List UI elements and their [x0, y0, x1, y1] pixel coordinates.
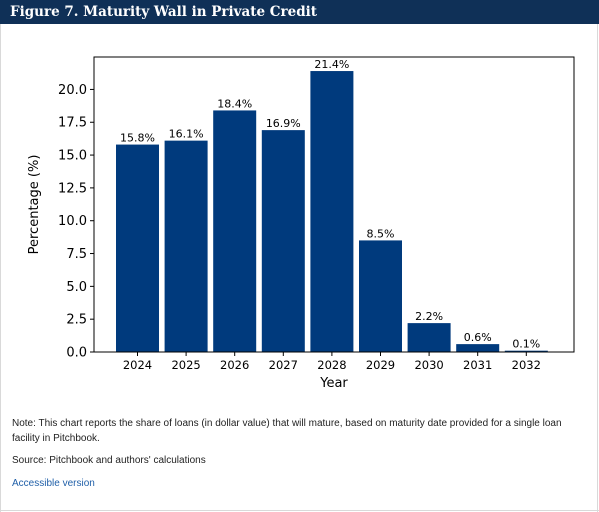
bar-2031 [456, 344, 500, 352]
x-tick-label-2029: 2029 [366, 358, 395, 372]
chart-note: Note: This chart reports the share of lo… [12, 418, 562, 444]
y-tick-label-20.0: 20.0 [58, 83, 87, 98]
data-label-2027: 16.9% [266, 117, 301, 130]
data-label-2028: 21.4% [314, 58, 349, 71]
x-axis: 2024 2025 2026 2027 2028 2029 2030 2031 2032 [123, 352, 541, 372]
data-label-2030: 2.2% [415, 310, 443, 323]
figure-title: Figure 7. Maturity Wall in Private Credi… [0, 0, 599, 24]
frame-right-border [597, 24, 598, 512]
accessible-version-link[interactable]: Accessible version [12, 478, 95, 489]
plot-frame [93, 56, 575, 353]
y-tick-label-7.5: 7.5 [66, 247, 87, 262]
bar-chart: 15.8% 16.1% 18.4% 16.9% 21.4% 8.5% 2.2% 0.6% 0.1… [27, 56, 575, 391]
bar-2027 [261, 130, 305, 352]
x-tick-label-2032: 2032 [512, 358, 541, 372]
y-axis-title: Percentage (%) [27, 155, 42, 255]
bar-2032 [504, 350, 548, 352]
data-label-2031: 0.6% [464, 331, 492, 344]
data-label-2024: 15.8% [120, 132, 155, 145]
x-tick-label-2025: 2025 [171, 358, 200, 372]
bar-2024 [116, 144, 159, 352]
frame-left-border [0, 24, 1, 512]
y-tick-label-0.0: 0.0 [66, 346, 87, 361]
y-axis: 0.0 2.5 5.0 7.5 10.0 12.5 15.0 17.5 20.0 [58, 83, 94, 361]
x-tick-label-2027: 2027 [269, 358, 298, 372]
bar-2025 [164, 140, 208, 352]
x-tick-label-2031: 2031 [463, 358, 492, 372]
x-axis-title: Year [319, 376, 348, 391]
frame-bottom-border [0, 510, 599, 511]
y-tick-label-15.0: 15.0 [58, 149, 87, 164]
data-label-2026: 18.4% [217, 97, 252, 110]
data-label-2029: 8.5% [367, 227, 395, 240]
x-tick-label-2024: 2024 [123, 358, 152, 372]
bars-group: 15.8% 16.1% 18.4% 16.9% 21.4% 8.5% 2.2% 0.6% 0.1… [116, 58, 548, 353]
bar-2028 [310, 71, 354, 353]
y-tick-label-2.5: 2.5 [66, 313, 87, 328]
data-label-2025: 16.1% [169, 128, 204, 141]
chart-source: Source: Pitchbook and authors' calculati… [12, 455, 206, 466]
y-tick-label-10.0: 10.0 [58, 214, 87, 229]
y-tick-label-12.5: 12.5 [58, 181, 87, 196]
y-tick-label-17.5: 17.5 [58, 116, 87, 131]
bar-2029 [359, 240, 402, 352]
bar-2026 [213, 110, 257, 352]
bar-2030 [407, 323, 451, 352]
y-tick-label-5.0: 5.0 [66, 280, 87, 295]
x-tick-label-2028: 2028 [317, 358, 346, 372]
x-tick-label-2026: 2026 [220, 358, 249, 372]
data-label-2032: 0.1% [512, 338, 540, 351]
x-tick-label-2030: 2030 [414, 358, 443, 372]
